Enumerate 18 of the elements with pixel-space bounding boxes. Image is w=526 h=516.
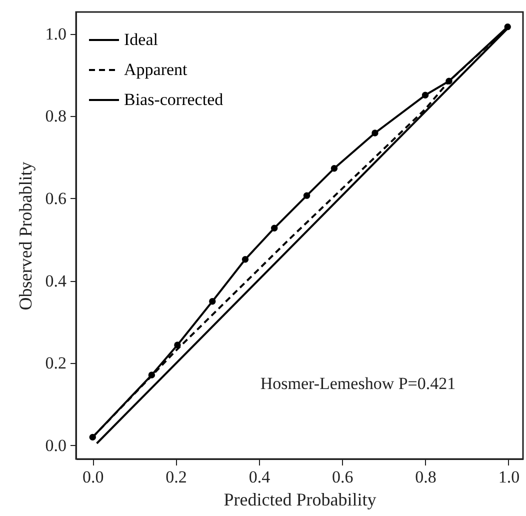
y-tick-label: 0.8 <box>45 106 66 126</box>
x-tick-label: 0.6 <box>332 468 354 486</box>
y-tick-label: 1.0 <box>45 24 66 44</box>
legend-label: Apparent <box>124 60 188 79</box>
annotation: Hosmer-Lemeshow P=0.421 <box>260 374 456 393</box>
y-tick-label: 0.2 <box>45 354 66 373</box>
y-tick-label: 0.0 <box>45 436 66 455</box>
y-axis-title: Observed Probablity <box>15 162 36 310</box>
y-tick-label: 0.4 <box>45 271 67 290</box>
x-axis-title: Predicted Probability <box>224 490 376 510</box>
x-tick-label: 0.8 <box>415 468 436 486</box>
x-tick-label: 0.2 <box>166 468 187 486</box>
x-tick-label: 0.0 <box>82 468 104 486</box>
legend-label: Bias-corrected <box>124 90 224 109</box>
x-tick-label: 0.4 <box>248 468 271 486</box>
x-tick-label: 1.0 <box>498 468 520 486</box>
legend-label: Ideal <box>124 30 158 49</box>
y-tick-label: 0.6 <box>45 188 66 208</box>
